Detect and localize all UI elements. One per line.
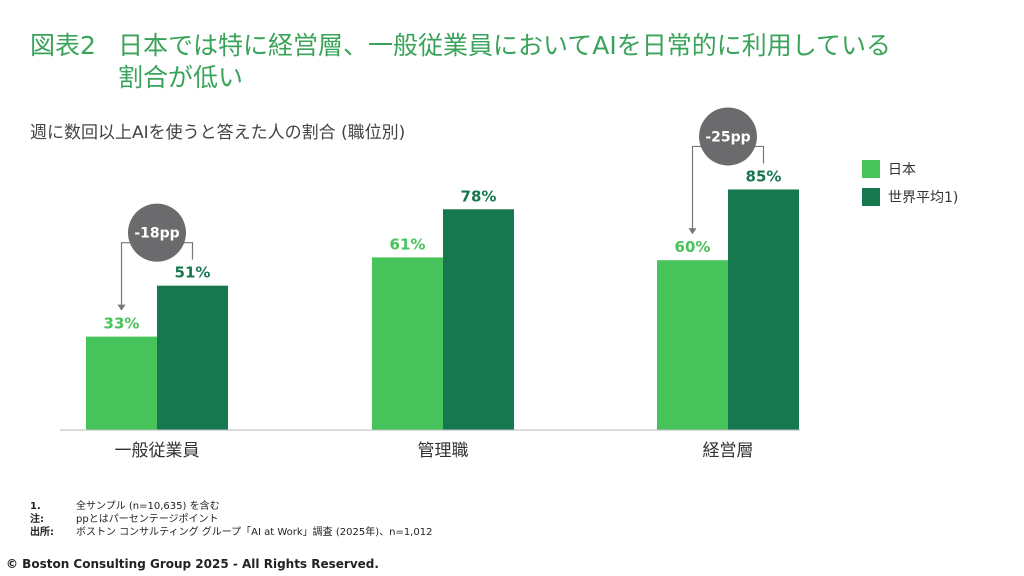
data-label: 60% <box>675 238 711 256</box>
page-title: 図表2 日本では特に経営層、一般従業員においてAIを日常的に利用している 割合が低… <box>30 30 990 94</box>
footnote-row: 注: ppとはパーセンテージポイント <box>30 513 432 526</box>
category-label: 一般従業員 <box>115 441 200 461</box>
bar <box>728 189 799 430</box>
bar <box>372 257 443 430</box>
gap-badge <box>128 203 186 262</box>
gap-badge-label: -18pp <box>134 226 179 242</box>
bar <box>86 336 157 430</box>
bar <box>657 260 728 430</box>
figure-number: 図表2 <box>30 31 96 60</box>
bar <box>443 209 514 430</box>
chart-subtitle: 週に数回以上AIを使うと答えた人の割合 (職位別) <box>30 123 406 143</box>
gap-arrow-head <box>117 304 126 311</box>
footnote-text: 全サンプル (n=10,635) を含む <box>76 501 220 512</box>
legend-swatch <box>862 188 880 206</box>
gap-bracket-right <box>754 145 765 164</box>
footnotes: 1. 全サンプル (n=10,635) を含む 注: ppとはパーセンテージポイント… <box>30 500 432 539</box>
title-line-2: 割合が低い <box>118 63 244 92</box>
bar <box>157 285 228 430</box>
footnote-row: 出所: ボストン コンサルティング グループ「AI at Work」調査 (202… <box>30 526 432 539</box>
bar-chart: 33% 51% 一般従業員 61% 78% 管理職 60% 85% 経営層 -18pp -25pp 日… <box>60 107 958 461</box>
legend-label: 世界平均1) <box>888 190 958 206</box>
footnote-text: ボストン コンサルティング グループ「AI at Work」調査 (2025年)… <box>76 527 433 538</box>
footnote-key: 出所: <box>30 527 54 538</box>
category-label: 管理職 <box>418 441 469 461</box>
title-line-1: 日本では特に経営層、一般従業員においてAIを日常的に利用している <box>118 31 891 60</box>
footnote-key: 1. <box>30 501 41 512</box>
legend-swatch <box>862 160 880 178</box>
data-label: 51% <box>175 264 211 282</box>
gap-badge <box>699 107 757 166</box>
category-label: 経営層 <box>703 441 754 461</box>
gap-bracket-left <box>691 145 702 231</box>
copyright: © Boston Consulting Group 2025 - All Rig… <box>6 557 379 571</box>
data-label: 33% <box>104 315 140 333</box>
gap-bracket-left <box>120 242 131 307</box>
footnote-text: ppとはパーセンテージポイント <box>76 514 219 525</box>
data-label: 61% <box>390 235 426 253</box>
gap-bracket-right <box>183 242 194 260</box>
legend-label: 日本 <box>888 162 916 178</box>
gap-arrow-head <box>688 228 697 235</box>
data-label: 78% <box>461 187 497 205</box>
data-label: 85% <box>746 167 782 185</box>
gap-badge-label: -25pp <box>705 129 750 145</box>
footnote-row: 1. 全サンプル (n=10,635) を含む <box>30 500 432 513</box>
footnote-key: 注: <box>30 514 44 525</box>
